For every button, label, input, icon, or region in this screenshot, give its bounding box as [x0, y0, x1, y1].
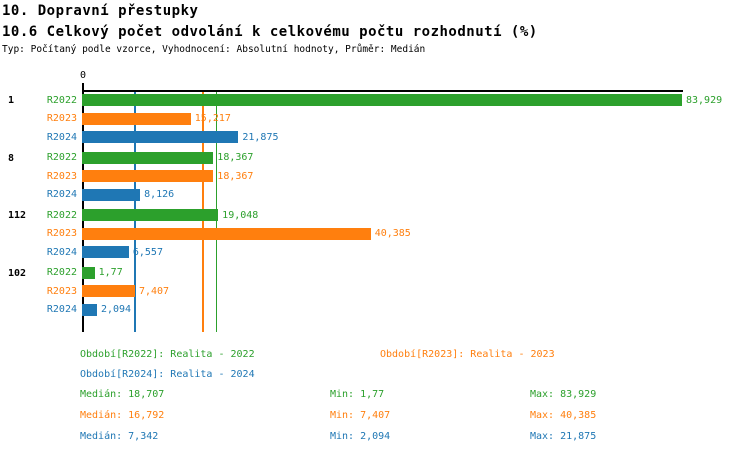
bar-chart: 0 1 R2022 83,929 R2023 15,217 R2024 21,875 8 R20… [0, 70, 750, 332]
bar-r2022 [82, 209, 219, 222]
series-label: R2023 [46, 113, 77, 125]
legend-item-r2022: Období[R2022]: Realita - 2022 [80, 349, 255, 360]
bar-group-8: 8 R2022 18,367 R2023 18,367 R2024 8,126 [0, 149, 750, 205]
legend-item-r2023: Období[R2023]: Realita - 2023 [380, 349, 555, 360]
bar-value-label: 19,048 [222, 209, 259, 221]
series-label: R2022 [46, 209, 77, 221]
chart-meta-line: Typ: Počítaný podle vzorce, Vyhodnocení:… [2, 44, 426, 55]
bar-group-1: 1 R2022 83,929 R2023 15,217 R2024 21,875 [0, 91, 750, 147]
bar-group-112: 112 R2022 19,048 R2023 40,385 R2024 6,557 [0, 206, 750, 262]
bar-value-label: 2,094 [100, 304, 132, 316]
stat-min-r2022: Min: 1,77 [330, 389, 385, 400]
series-label: R2023 [46, 228, 77, 240]
stat-median-r2022: Medián: 18,707 [80, 389, 165, 400]
group-label: 112 [8, 210, 27, 221]
series-label: R2024 [46, 131, 77, 143]
stat-median-r2023: Medián: 16,792 [80, 410, 165, 421]
bar-r2023 [82, 227, 371, 240]
page-subtitle: 10.6 Celkový počet odvolání k celkovému … [2, 24, 538, 40]
bar-value-label: 18,367 [217, 152, 254, 164]
y-axis-line [82, 83, 84, 332]
legend-item-r2024: Období[R2024]: Realita - 2024 [80, 369, 255, 380]
bar-group-102: 102 R2022 1,77 R2023 7,407 R2024 2,094 [0, 264, 750, 320]
bar-row: R2022 1,77 [0, 264, 750, 283]
series-label: R2023 [46, 285, 77, 297]
group-label: 1 [8, 95, 15, 106]
stat-min-r2024: Min: 2,094 [330, 431, 391, 442]
bar-r2024 [82, 303, 97, 316]
bar-row: R2023 18,367 [0, 167, 750, 186]
x-axis-zero-tick-label: 0 [79, 70, 87, 81]
bar-value-label: 21,875 [242, 131, 279, 143]
group-label: 8 [8, 152, 15, 164]
series-label: R2022 [46, 94, 77, 106]
series-label: R2023 [46, 170, 77, 182]
stat-min-r2023: Min: 7,407 [330, 410, 391, 421]
bar-r2024 [82, 188, 141, 201]
bar-row: R2023 40,385 [0, 225, 750, 244]
series-label: R2022 [46, 152, 77, 164]
page-title: 10. Dopravní přestupky [2, 3, 199, 19]
bar-row: R2023 7,407 [0, 282, 750, 301]
stat-max-r2022: Max: 83,929 [530, 389, 597, 400]
bar-value-label: 8,126 [144, 189, 175, 201]
bar-value-label: 18,367 [217, 170, 254, 182]
series-label: R2022 [46, 267, 77, 279]
bar-r2023 [82, 170, 214, 183]
bar-value-label: 7,407 [138, 285, 170, 297]
bar-row: R2022 83,929 [0, 91, 750, 110]
group-label: 102 [8, 267, 27, 279]
stat-max-r2024: Max: 21,875 [530, 431, 597, 442]
bar-value-label: 83,929 [686, 94, 723, 106]
bar-r2023 [82, 112, 191, 125]
stat-median-r2024: Medián: 7,342 [80, 431, 159, 442]
x-axis-line [82, 90, 683, 92]
bar-row: R2023 15,217 [0, 110, 750, 129]
bar-row: R2024 21,875 [0, 128, 750, 147]
bar-row: R2022 18,367 [0, 149, 750, 168]
bar-value-label: 40,385 [374, 228, 411, 240]
bar-row: R2022 19,048 [0, 206, 750, 225]
bar-row: R2024 2,094 [0, 301, 750, 320]
bar-value-label: 15,217 [194, 113, 231, 125]
bar-row: R2024 6,557 [0, 243, 750, 262]
bar-r2024 [82, 246, 129, 259]
series-label: R2024 [46, 246, 77, 258]
bar-r2022 [82, 151, 214, 164]
bar-r2022 [82, 94, 682, 107]
bar-value-label: 1,77 [98, 267, 123, 279]
bar-r2024 [82, 131, 239, 144]
series-label: R2024 [46, 304, 77, 316]
bar-value-label: 6,557 [132, 246, 163, 258]
bar-r2022 [82, 266, 95, 279]
stat-max-r2023: Max: 40,385 [530, 410, 597, 421]
bar-row: R2024 8,126 [0, 186, 750, 205]
bar-r2023 [82, 285, 135, 298]
series-label: R2024 [46, 189, 77, 201]
